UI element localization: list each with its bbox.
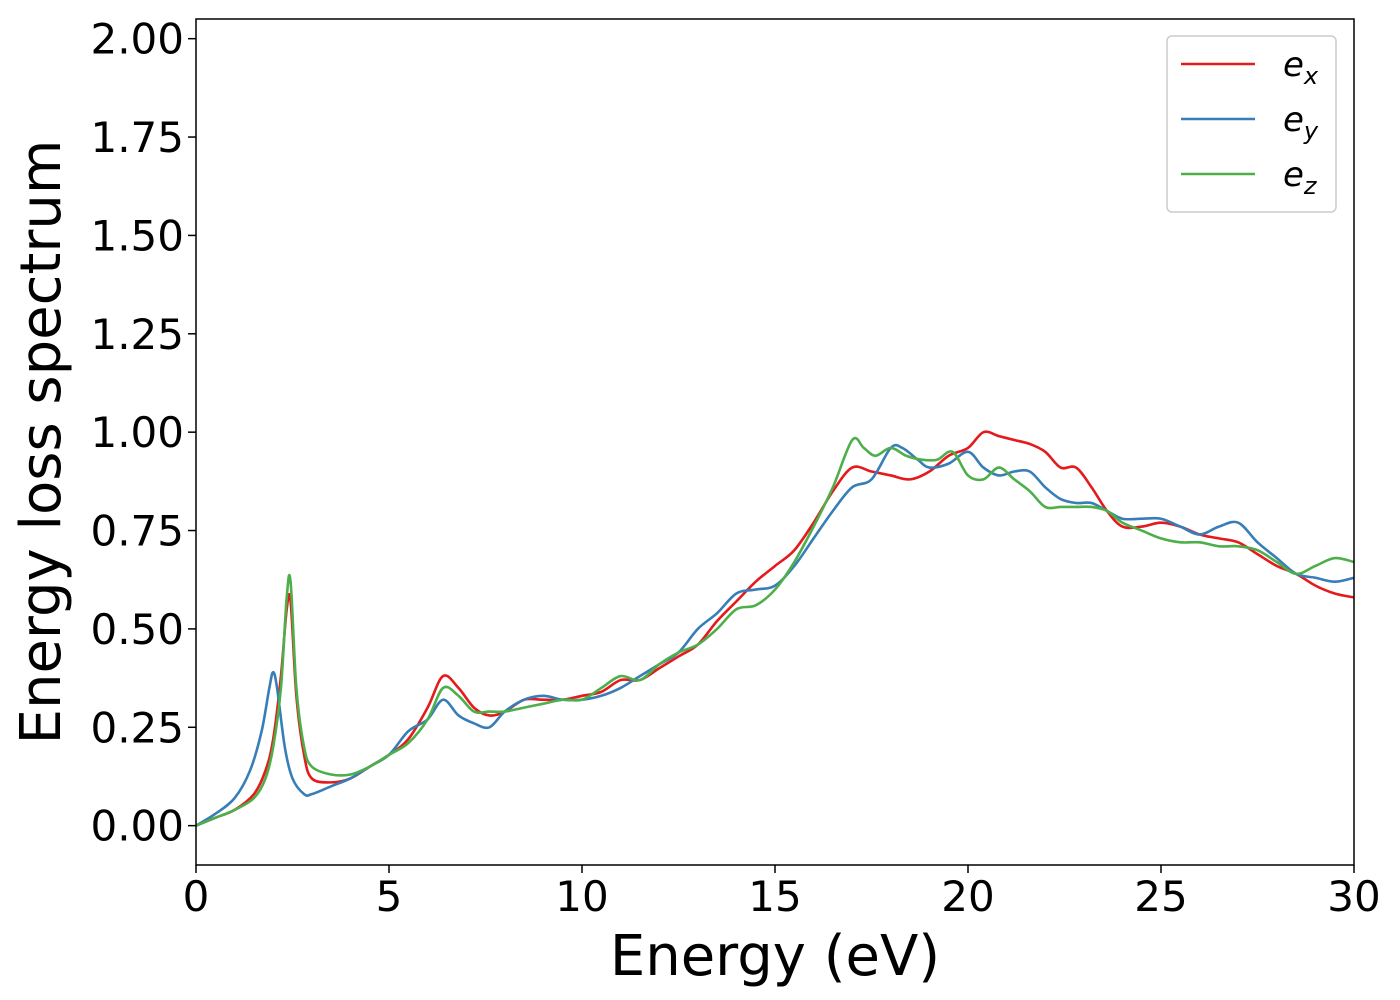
- legend-label-ex: ex: [1283, 45, 1319, 90]
- x-tick-label: 0: [183, 872, 210, 921]
- y-tick-label: 1.00: [90, 408, 184, 457]
- legend-label-ez: ez: [1283, 155, 1318, 200]
- x-tick-label: 5: [376, 872, 403, 921]
- series-line-ez: [196, 436, 1354, 827]
- y-tick-label: 0.75: [90, 507, 184, 556]
- y-tick-label: 0.25: [90, 703, 184, 752]
- x-axis-ticks: 0 5 10 15 20 25 30: [183, 865, 1381, 921]
- y-tick-label: 1.25: [90, 310, 184, 359]
- legend: ex ey ez: [1166, 35, 1337, 213]
- x-tick-label: 10: [555, 872, 608, 921]
- y-tick-label: 0.50: [90, 605, 184, 654]
- x-tick-label: 15: [748, 872, 801, 921]
- series-lines: [196, 430, 1354, 827]
- x-tick-label: 20: [941, 872, 994, 921]
- legend-box: [1166, 35, 1337, 213]
- x-axis-label: Energy (eV): [610, 924, 940, 989]
- series-line-ey: [196, 443, 1354, 827]
- legend-label-ey: ey: [1283, 100, 1319, 145]
- y-axis-label: Energy loss spectrum: [9, 140, 74, 745]
- y-axis-ticks: 0.00 0.25 0.50 0.75 1.00 1.25 1.50 1.75 2.00: [90, 15, 196, 851]
- y-tick-label: 0.00: [90, 802, 184, 851]
- x-tick-label: 30: [1327, 872, 1380, 921]
- y-tick-label: 1.50: [90, 211, 184, 260]
- y-tick-label: 2.00: [90, 15, 184, 64]
- y-tick-label: 1.75: [90, 113, 184, 162]
- x-tick-label: 25: [1134, 872, 1187, 921]
